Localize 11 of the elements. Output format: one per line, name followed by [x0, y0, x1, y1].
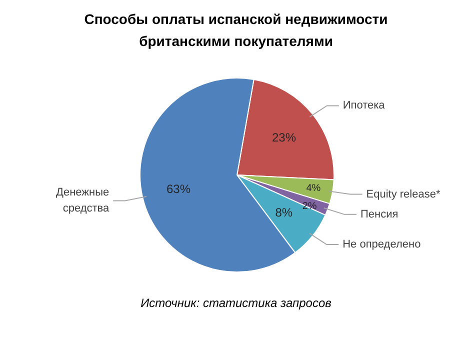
slice-label: Ипотека — [342, 100, 386, 112]
slice-label: Денежные средства — [56, 186, 110, 215]
data-label: 8% — [275, 206, 293, 220]
data-label: 63% — [166, 182, 191, 196]
data-label: 23% — [272, 130, 296, 144]
slice-label: Не определено — [342, 238, 421, 251]
data-label: 4% — [306, 182, 321, 194]
slice-label: Пенсия — [360, 208, 398, 220]
chart-title: Способы оплаты испанской недвижимости британскими покупателями — [83, 10, 389, 51]
text: Источник: статистика запросов — [140, 296, 332, 310]
slice-label: Equity release* — [366, 188, 441, 200]
